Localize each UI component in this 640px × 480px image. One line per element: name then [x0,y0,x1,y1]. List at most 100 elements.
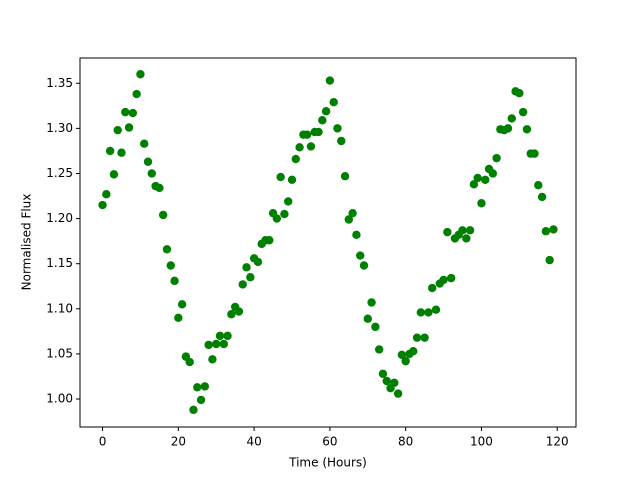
point [344,215,354,224]
x-tick-label: 80 [398,435,413,449]
point [287,175,297,184]
point [507,114,516,123]
point [189,405,198,415]
point [337,136,346,146]
point [473,173,482,183]
point [378,369,388,378]
point [321,107,331,116]
point [147,169,157,178]
point [465,226,475,235]
point [446,273,456,283]
point [359,261,369,270]
x-tick-label: 40 [246,435,261,449]
point [515,88,524,98]
point [291,154,300,164]
point [518,107,528,117]
point [185,357,194,367]
point [458,226,467,235]
point [128,108,138,118]
point [541,227,551,236]
point [193,383,202,392]
point [318,116,327,125]
point [431,305,441,314]
point [132,89,141,99]
y-tick-label: 1.05 [46,346,73,360]
point [481,175,490,184]
point [223,331,232,341]
point [215,331,225,341]
point [397,350,407,360]
point [401,356,410,366]
point [374,345,384,354]
point [109,170,119,179]
point [420,333,429,342]
point [295,143,304,152]
point [158,210,168,220]
y-tick-label: 1.30 [46,121,73,135]
point [488,169,498,178]
point [162,245,172,254]
point [121,107,130,117]
point [272,214,282,223]
point [469,180,479,189]
point [537,192,547,202]
point [462,234,471,243]
y-tick-label: 1.15 [46,256,73,270]
point [155,183,164,193]
point [371,322,380,332]
point [302,130,312,139]
x-tick-label: 0 [99,435,107,449]
plot-frame [79,57,577,428]
point [424,308,433,317]
point [534,181,543,190]
point [166,261,175,270]
point [204,340,213,350]
point [177,300,187,309]
point [443,227,452,237]
point [200,382,210,391]
point [276,172,285,182]
point [196,395,206,405]
point [219,339,228,349]
point [549,225,558,234]
point [174,313,183,323]
point [382,376,391,386]
x-tick-label: 20 [171,435,186,449]
point [428,283,437,293]
y-tick-label: 1.00 [46,392,73,406]
y-tick-label: 1.25 [46,166,73,180]
point [238,280,247,289]
point [348,208,357,218]
point [314,127,323,137]
point [439,275,448,285]
x-tick-label: 120 [546,435,569,449]
point [492,153,501,163]
point [102,190,111,199]
point [140,139,149,148]
point [234,307,244,316]
point [545,255,554,265]
point [367,298,376,307]
point [280,209,289,219]
point [227,310,236,319]
point [390,378,399,387]
point [352,230,361,240]
point [212,339,221,349]
point [98,200,107,210]
point [170,276,179,286]
point [363,314,372,323]
point [208,355,217,364]
y-tick-label: 1.35 [46,76,73,90]
point [325,76,335,85]
point [340,171,350,181]
point [409,347,418,356]
y-axis-label: Normalised Flux [20,194,34,291]
point [412,333,422,342]
x-tick-label: 60 [322,435,337,449]
point [143,157,153,166]
point [253,257,263,267]
point [503,124,513,133]
point [333,124,342,133]
